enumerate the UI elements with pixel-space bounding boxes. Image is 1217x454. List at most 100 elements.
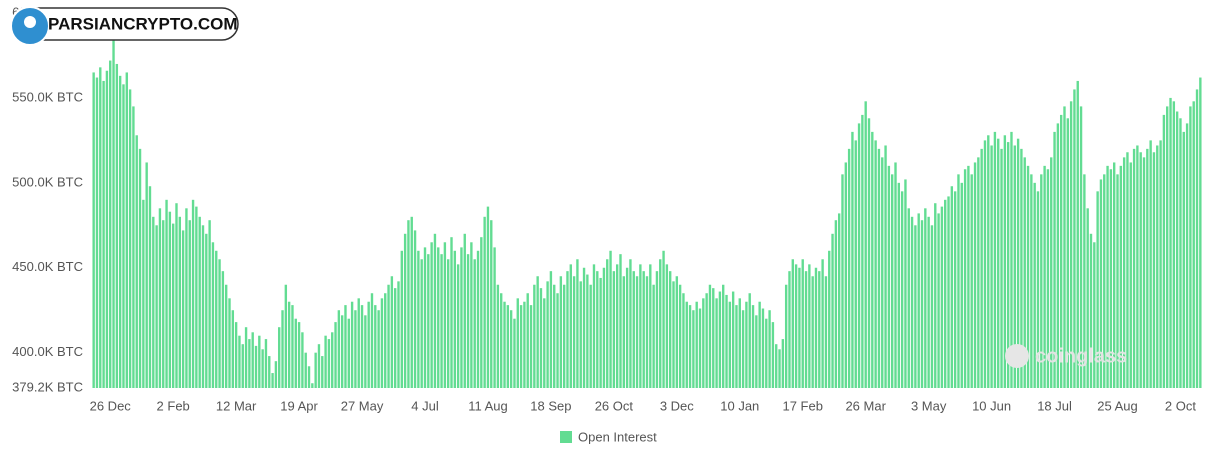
bar bbox=[181, 230, 185, 388]
bar bbox=[784, 284, 788, 388]
bar bbox=[155, 225, 158, 388]
bar bbox=[725, 294, 728, 388]
bar bbox=[977, 157, 980, 388]
bar bbox=[1006, 142, 1010, 388]
bar bbox=[208, 220, 211, 388]
x-tick-label: 26 Oct bbox=[595, 398, 634, 413]
bar bbox=[1106, 165, 1109, 388]
y-tick-label: 400.0K BTC bbox=[12, 344, 83, 359]
bar bbox=[821, 259, 824, 388]
bar bbox=[148, 186, 152, 388]
bar bbox=[775, 344, 778, 388]
bar bbox=[301, 332, 304, 388]
bar bbox=[675, 276, 679, 388]
bar bbox=[387, 284, 390, 388]
bar bbox=[731, 291, 735, 388]
x-tick-label: 18 Jul bbox=[1037, 398, 1072, 413]
bar bbox=[1083, 174, 1086, 388]
bar bbox=[370, 293, 374, 388]
bar bbox=[579, 281, 582, 388]
bar bbox=[556, 293, 559, 388]
bar bbox=[1179, 118, 1182, 388]
bar bbox=[983, 140, 987, 388]
bar bbox=[702, 298, 705, 388]
bar bbox=[582, 267, 586, 388]
bar bbox=[1026, 165, 1030, 388]
bar bbox=[1156, 145, 1159, 388]
bar bbox=[178, 216, 181, 388]
bar bbox=[678, 284, 682, 388]
bar bbox=[606, 259, 609, 388]
x-tick-label: 25 Aug bbox=[1097, 398, 1138, 413]
bar bbox=[854, 140, 857, 388]
bar bbox=[268, 356, 271, 388]
bar bbox=[334, 322, 337, 388]
bar bbox=[987, 135, 990, 388]
bar bbox=[503, 301, 506, 388]
bar bbox=[543, 298, 546, 388]
bar bbox=[354, 310, 357, 388]
bar bbox=[317, 344, 321, 388]
bar bbox=[175, 203, 178, 388]
bar bbox=[443, 242, 447, 388]
bar bbox=[506, 305, 510, 388]
bar bbox=[771, 322, 775, 388]
bar bbox=[437, 247, 440, 388]
bar bbox=[476, 250, 480, 388]
bar bbox=[195, 206, 198, 388]
bar bbox=[960, 182, 963, 388]
bar bbox=[165, 199, 168, 388]
bar bbox=[456, 264, 460, 388]
bar bbox=[914, 225, 917, 388]
bar bbox=[718, 291, 722, 388]
bar bbox=[927, 216, 930, 388]
bar bbox=[264, 339, 268, 388]
x-tick-label: 2 Oct bbox=[1165, 398, 1196, 413]
bar bbox=[221, 271, 225, 388]
bar bbox=[480, 237, 483, 388]
bar bbox=[778, 349, 781, 388]
bar bbox=[397, 281, 400, 388]
bar bbox=[1076, 80, 1079, 388]
bar bbox=[490, 220, 493, 388]
bar bbox=[1103, 174, 1106, 388]
bar bbox=[205, 233, 208, 388]
bar bbox=[897, 182, 901, 388]
bar bbox=[881, 157, 884, 388]
y-tick-label: 450.0K BTC bbox=[12, 259, 83, 274]
bar bbox=[142, 199, 145, 388]
bar bbox=[423, 247, 427, 388]
bar bbox=[1129, 162, 1132, 388]
bar bbox=[261, 349, 264, 388]
x-tick-label: 11 Aug bbox=[468, 398, 508, 413]
bar bbox=[1033, 182, 1036, 388]
bar bbox=[546, 281, 549, 388]
bar bbox=[225, 284, 228, 388]
bar bbox=[907, 208, 910, 388]
bar bbox=[234, 322, 238, 388]
bar bbox=[1013, 145, 1016, 388]
plot-area: 379.2K BTC 400.0K BTC 450.0K BTC 500.0K BTC… bbox=[12, 4, 1202, 413]
bar bbox=[1099, 179, 1103, 388]
bar bbox=[92, 72, 95, 388]
bar bbox=[692, 310, 695, 388]
bar bbox=[1146, 148, 1149, 388]
bar bbox=[635, 276, 639, 388]
bar bbox=[105, 70, 109, 388]
bar bbox=[500, 293, 503, 388]
bar bbox=[102, 80, 105, 388]
bar bbox=[327, 339, 331, 388]
bar bbox=[765, 318, 768, 388]
bar bbox=[215, 250, 218, 388]
bar bbox=[1050, 157, 1053, 388]
bar bbox=[287, 301, 291, 388]
bar bbox=[1063, 106, 1066, 388]
bar bbox=[562, 284, 566, 388]
bar bbox=[367, 301, 370, 388]
bar bbox=[364, 315, 367, 388]
bar bbox=[934, 203, 937, 388]
bar bbox=[1166, 106, 1169, 388]
bar bbox=[128, 89, 132, 388]
x-tick-label: 18 Sep bbox=[530, 398, 571, 413]
bar bbox=[466, 254, 470, 388]
